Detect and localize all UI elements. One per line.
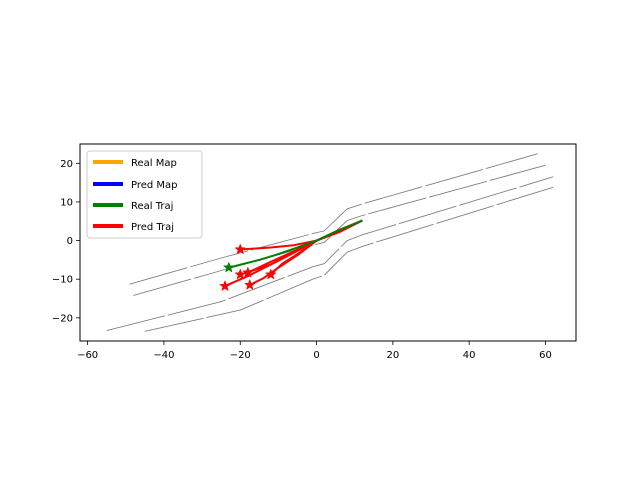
map-lane-line-2 (133, 164, 546, 296)
trajectory-layer (219, 219, 363, 292)
pred-traj-line-6 (224, 219, 363, 288)
legend-label-pred-map: Pred Map (131, 180, 178, 191)
map-lane-line-1 (129, 153, 538, 285)
y-tick-label: −10 (52, 275, 73, 286)
pred-traj-endpoint-star-2 (241, 266, 254, 278)
y-axis-ticks: −20 −10 0 10 20 (52, 159, 80, 324)
x-tick-label: 20 (386, 350, 399, 361)
x-axis-ticks: −60 −40 −20 0 20 40 60 (77, 341, 552, 361)
legend-label-pred-traj: Pred Traj (131, 222, 174, 233)
x-tick-label: −40 (153, 350, 174, 361)
legend-box (86, 150, 203, 239)
pred-traj-endpoint-star-6 (219, 279, 231, 292)
legend: Real Map Pred Map Real Traj Pred Traj (86, 150, 203, 239)
map-lane-line-4 (144, 186, 554, 332)
pred-traj-endpoint-star-1 (234, 243, 247, 255)
y-tick-label: 0 (67, 236, 73, 247)
real-traj-endpoint-star (222, 261, 235, 273)
legend-label-real-map: Real Map (131, 158, 177, 169)
x-tick-label: 60 (539, 350, 552, 361)
x-tick-label: −60 (77, 350, 98, 361)
y-tick-label: −20 (52, 313, 73, 324)
pred-traj-endpoint-star-4 (264, 268, 277, 280)
pred-traj-endpoint-star-3 (234, 268, 247, 280)
map-lines-layer (106, 153, 554, 332)
x-tick-label: 0 (313, 350, 319, 361)
x-tick-label: 40 (463, 350, 476, 361)
y-tick-label: 20 (60, 159, 73, 170)
legend-label-real-traj: Real Traj (131, 201, 173, 212)
real-traj-line (228, 219, 363, 269)
pred-traj-endpoint-star-5 (243, 278, 256, 291)
y-tick-label: 10 (60, 197, 73, 208)
axes-frame (79, 143, 577, 342)
map-lane-line-3 (106, 176, 554, 332)
x-tick-label: −20 (230, 350, 251, 361)
